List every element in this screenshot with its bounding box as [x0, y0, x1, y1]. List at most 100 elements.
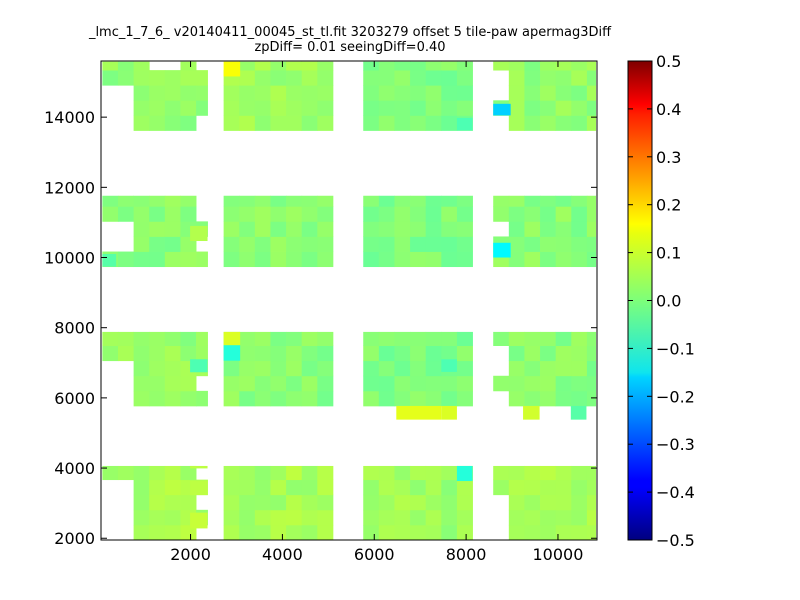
heatmap-cell: [456, 70, 473, 86]
heatmap-cell: [239, 70, 256, 86]
heatmap-cell: [149, 221, 166, 237]
heatmap-cell: [586, 236, 597, 252]
heatmap-cell: [555, 524, 572, 540]
heatmap-cell: [254, 524, 271, 540]
heatmap-cell: [102, 465, 119, 481]
heatmap-cell: [239, 524, 256, 540]
heatmap-cell: [394, 70, 411, 86]
heatmap-cell: [524, 509, 541, 526]
heatmap-highlight-cell: [223, 345, 241, 361]
heatmap-cell: [540, 360, 557, 377]
heatmap-cell: [394, 465, 411, 481]
heatmap-cell: [270, 509, 287, 526]
heatmap-cell: [254, 375, 271, 392]
heatmap-cell: [425, 375, 442, 392]
heatmap-cell: [149, 100, 166, 116]
heatmap-cell: [301, 61, 318, 71]
heatmap-cell: [223, 509, 240, 526]
heatmap-cell: [524, 195, 541, 207]
heatmap-cell: [410, 70, 427, 86]
heatmap-cell: [441, 390, 458, 407]
heatmap-cell: [164, 479, 181, 496]
heatmap-cell: [133, 360, 150, 377]
heatmap-cell: [239, 345, 256, 362]
heatmap-cell: [270, 70, 287, 86]
heatmap-cell: [441, 206, 458, 222]
heatmap-cell: [317, 100, 334, 116]
heatmap-cell: [571, 251, 588, 268]
heatmap-cell: [378, 61, 395, 71]
x-tick-label: 2000: [170, 545, 211, 564]
heatmap-cell: [571, 70, 588, 86]
heatmap-cell: [286, 115, 303, 131]
heatmap-cell: [286, 509, 303, 526]
heatmap-cell: [133, 390, 150, 407]
heatmap-cell: [394, 221, 411, 237]
heatmap-cell: [571, 509, 588, 526]
heatmap-cell: [586, 70, 597, 86]
heatmap-cell: [196, 390, 208, 407]
heatmap-cell: [363, 100, 380, 116]
heatmap-cell: [441, 236, 458, 252]
heatmap-cell: [254, 390, 271, 407]
heatmap-cell: [456, 345, 473, 362]
heatmap-cell: [524, 85, 541, 101]
heatmap-cell: [270, 345, 287, 362]
heatmap-cell: [508, 61, 525, 71]
heatmap-cell: [378, 345, 395, 362]
heatmap-cell: [540, 85, 557, 101]
heatmap-highlight-cell: [441, 359, 457, 372]
heatmap-cell: [456, 360, 473, 377]
heatmap-cell: [239, 509, 256, 526]
y-tick-label: 10000: [44, 249, 95, 268]
heatmap-cell: [286, 236, 303, 252]
heatmap-cell: [180, 375, 197, 392]
heatmap-cell: [164, 206, 181, 222]
heatmap-highlight-cell: [190, 225, 208, 242]
heatmap-cell: [149, 375, 166, 392]
heatmap-cell: [223, 494, 240, 511]
heatmap-cell: [239, 206, 256, 222]
heatmap-highlight-cell: [570, 405, 587, 420]
heatmap-cell: [164, 85, 181, 101]
heatmap-cell: [223, 100, 240, 116]
heatmap-cell: [508, 345, 525, 362]
heatmap-cell: [270, 206, 287, 222]
heatmap-cell: [555, 494, 572, 511]
heatmap-cell: [164, 345, 181, 362]
heatmap-cell: [164, 331, 181, 346]
heatmap-cell: [254, 61, 271, 71]
heatmap-cell: [254, 195, 271, 207]
heatmap-cell: [586, 345, 597, 362]
heatmap-cell: [493, 375, 510, 392]
heatmap-cell: [378, 479, 395, 496]
heatmap-cell: [133, 85, 150, 101]
heatmap-highlight-cell: [190, 481, 208, 496]
heatmap-cell: [223, 206, 240, 222]
heatmap-cell: [540, 206, 557, 222]
heatmap-cell: [493, 195, 510, 207]
heatmap-cell: [254, 221, 271, 237]
heatmap-cell: [301, 251, 318, 268]
heatmap-cell: [524, 221, 541, 237]
heatmap-cell: [555, 345, 572, 362]
heatmap-cell: [441, 100, 458, 116]
heatmap-cell: [456, 236, 473, 252]
heatmap-cell: [286, 195, 303, 207]
heatmap-cell: [164, 70, 181, 86]
heatmap-cell: [394, 61, 411, 71]
heatmap-cell: [164, 375, 181, 392]
x-tick-label: 8000: [446, 545, 487, 564]
heatmap-cell: [254, 206, 271, 222]
heatmap-cell: [270, 375, 287, 392]
heatmap-cell: [133, 375, 150, 392]
heatmap-cell: [540, 375, 557, 392]
heatmap-cell: [394, 206, 411, 222]
heatmap-cell: [555, 221, 572, 237]
heatmap-cell: [286, 61, 303, 71]
heatmap-cell: [196, 70, 208, 86]
heatmap-cell: [555, 331, 572, 346]
colorbar-tick-label: 0.3: [656, 148, 681, 167]
heatmap-cell: [540, 100, 557, 116]
